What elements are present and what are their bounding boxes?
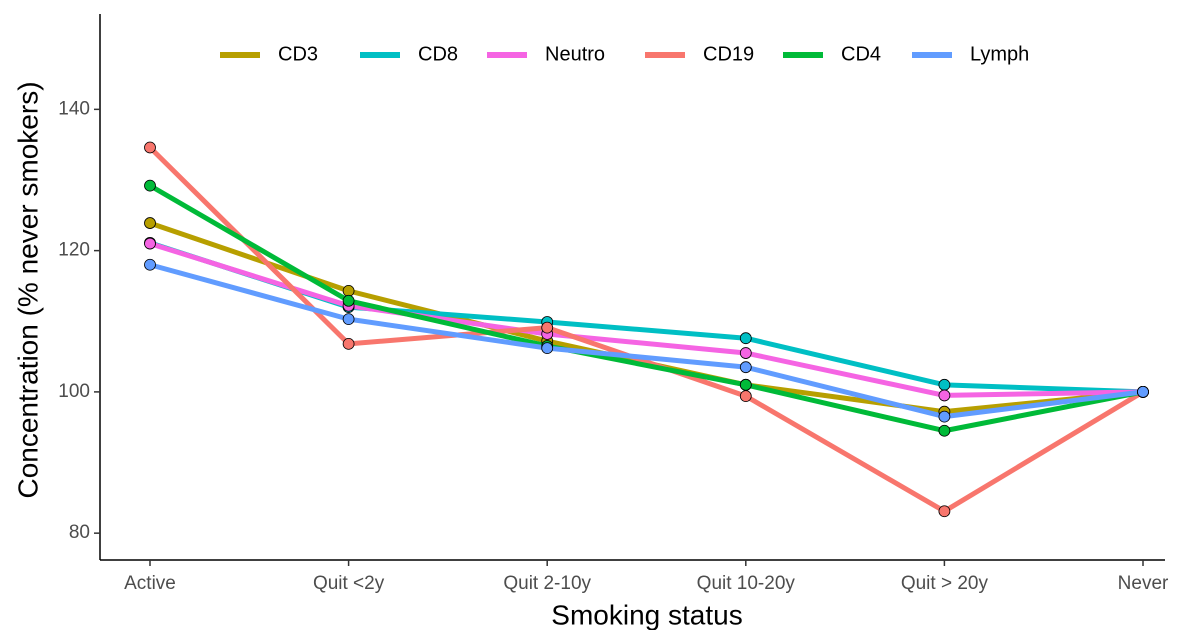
data-point [144, 237, 156, 250]
x-tick-label: Quit <2y [313, 573, 385, 594]
legend-label: CD4 [841, 43, 881, 65]
y-axis-title: Concentration (% never smokers) [12, 81, 43, 498]
y-tick-label: 120 [58, 240, 90, 261]
data-point [144, 258, 156, 271]
y-tick-label: 100 [58, 381, 90, 402]
data-point [144, 141, 156, 154]
x-tick-label: Active [124, 573, 176, 594]
legend-label: CD8 [418, 43, 458, 65]
series-line [148, 183, 1144, 434]
data-point [739, 361, 752, 374]
data-point [938, 505, 951, 518]
y-tick-label: 140 [58, 98, 90, 119]
data-point [739, 390, 752, 403]
data-point [144, 217, 156, 229]
x-tick-label: Quit > 20y [901, 573, 989, 594]
legend-label: Lymph [970, 43, 1029, 65]
data-point [739, 347, 752, 359]
data-point [342, 284, 355, 297]
data-point [342, 294, 355, 307]
x-tick-label: Quit 10-20y [697, 573, 796, 594]
x-tick-label: Quit 2-10y [503, 573, 591, 594]
data-point [739, 378, 752, 391]
legend-label: Neutro [545, 43, 605, 65]
data-point [342, 337, 355, 350]
y-tick-label: 80 [69, 522, 90, 543]
series-line [149, 241, 1144, 398]
series-line [149, 240, 1144, 395]
data-point [938, 389, 951, 402]
data-point [541, 342, 554, 354]
data-point [541, 321, 554, 334]
x-tick-label: Never [1118, 573, 1169, 594]
data-point [938, 410, 951, 423]
legend-label: CD19 [703, 43, 754, 65]
data-point [739, 332, 752, 345]
data-point [144, 179, 156, 192]
x-axis-title: Smoking status [551, 599, 742, 630]
legend-label: CD3 [278, 43, 318, 65]
series-line [149, 262, 1144, 420]
data-point [342, 313, 355, 326]
data-point [938, 378, 951, 391]
series-line [149, 220, 1144, 415]
data-point [1137, 385, 1149, 398]
data-point [938, 424, 951, 437]
